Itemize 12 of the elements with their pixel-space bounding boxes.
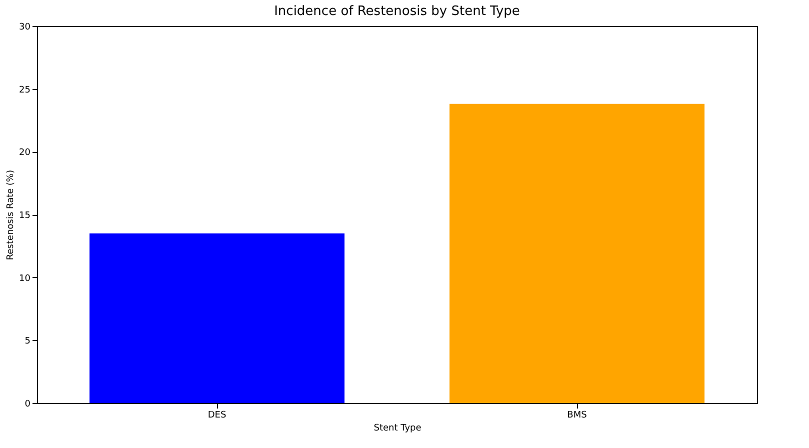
y-tick-label: 0 [24,400,31,410]
y-tick-label: 15 [19,211,30,221]
x-tick-label: DES [208,410,226,420]
y-tick-label: 25 [19,85,30,96]
x-axis-title: Stent Type [374,424,422,434]
x-tick-label: BMS [567,410,588,420]
y-axis-title: Restenosis Rate (%) [6,170,16,260]
chart-title: Incidence of Restenosis by Stent Type [274,4,520,19]
y-tick-label: 20 [19,148,31,158]
y-tick-label: 10 [19,274,31,284]
y-tick-label: 5 [24,336,30,347]
y-tick-label: 30 [19,22,31,32]
